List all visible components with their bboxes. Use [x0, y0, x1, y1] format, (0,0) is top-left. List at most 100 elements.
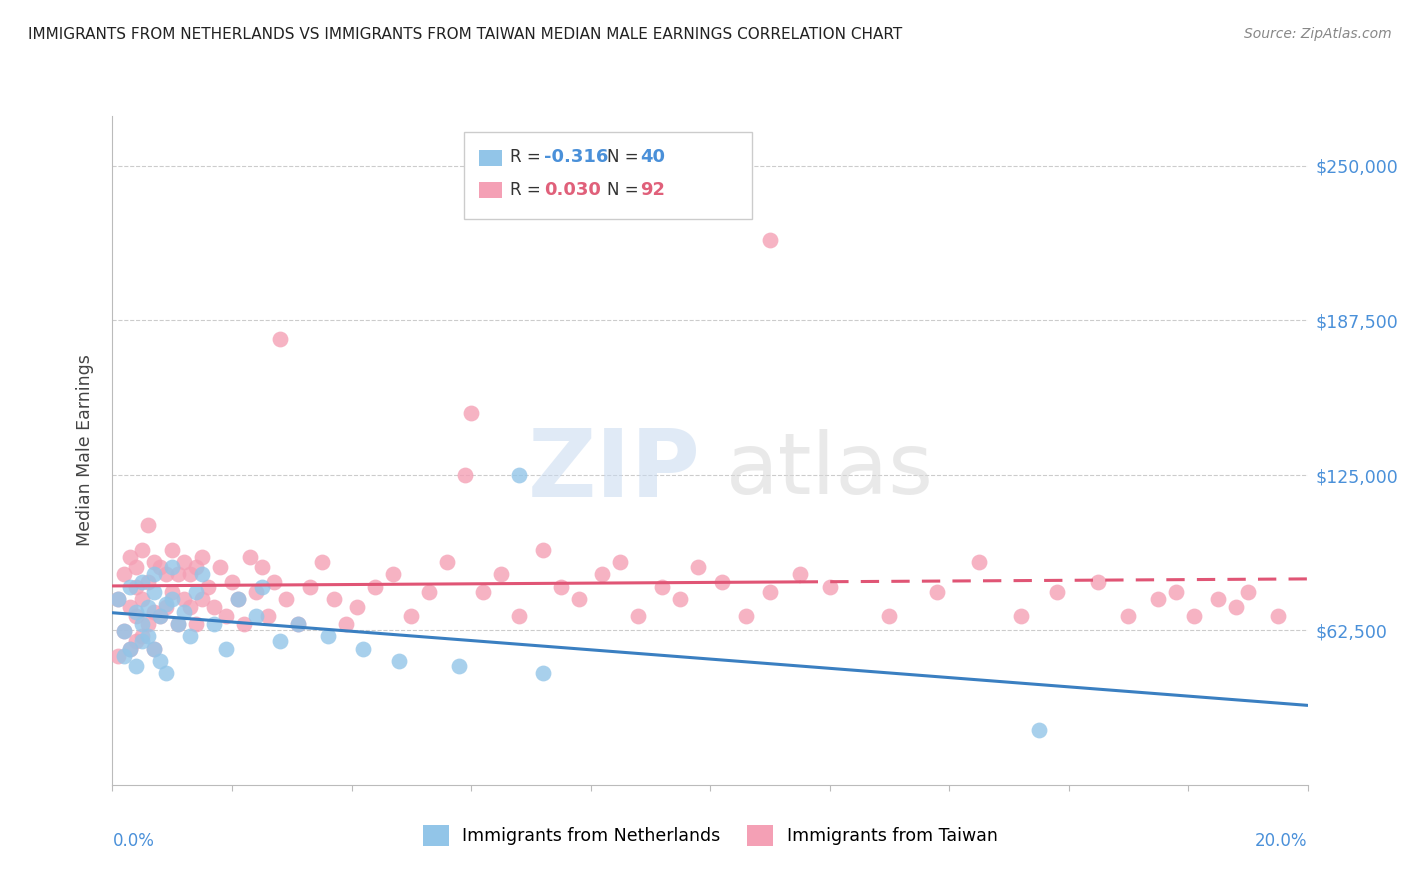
Point	[1206, 592, 1229, 607]
Point	[191, 592, 214, 607]
Point	[1028, 723, 1050, 738]
Point	[167, 567, 190, 582]
Point	[162, 560, 183, 574]
Point	[322, 592, 344, 607]
Point	[789, 567, 811, 582]
Point	[155, 597, 177, 611]
Point	[208, 560, 231, 574]
Point	[125, 580, 148, 594]
Point	[311, 555, 333, 569]
Point	[627, 609, 650, 624]
Point	[138, 616, 160, 631]
Point	[550, 580, 572, 594]
Text: 0.0%: 0.0%	[112, 831, 155, 850]
Point	[107, 592, 129, 607]
Point	[472, 584, 495, 599]
Point	[149, 609, 172, 624]
Point	[162, 592, 183, 607]
Point	[131, 592, 153, 607]
Point	[759, 584, 782, 599]
Point	[114, 649, 135, 664]
Point	[759, 233, 782, 247]
Point	[508, 609, 530, 624]
Point	[531, 666, 554, 681]
Point	[250, 580, 273, 594]
Point	[125, 560, 148, 574]
Point	[131, 634, 153, 648]
Point	[186, 560, 208, 574]
Point	[120, 641, 142, 656]
Point	[1237, 584, 1260, 599]
Text: N =: N =	[607, 148, 644, 167]
Point	[114, 567, 135, 582]
Point	[531, 542, 554, 557]
Point	[711, 574, 734, 589]
Point	[143, 584, 166, 599]
Point	[287, 616, 309, 631]
Text: atlas: atlas	[725, 429, 934, 512]
Point	[138, 517, 160, 532]
Point	[155, 666, 177, 681]
Point	[173, 555, 195, 569]
Point	[352, 641, 374, 656]
Point	[155, 567, 177, 582]
Point	[186, 616, 208, 631]
Point	[138, 574, 160, 589]
Point	[120, 549, 142, 564]
Point	[298, 580, 321, 594]
Point	[125, 659, 148, 673]
Point	[131, 574, 153, 589]
Point	[202, 616, 225, 631]
Point	[226, 592, 249, 607]
Point	[388, 654, 411, 668]
Point	[1118, 609, 1140, 624]
Text: N =: N =	[607, 180, 644, 199]
Point	[143, 641, 166, 656]
Point	[877, 609, 901, 624]
Point	[125, 605, 148, 619]
Point	[120, 641, 142, 656]
Point	[592, 567, 614, 582]
Point	[257, 609, 280, 624]
Point	[460, 406, 482, 420]
Text: R =: R =	[510, 180, 547, 199]
Point	[114, 624, 135, 639]
Text: -0.316: -0.316	[544, 148, 609, 167]
Point	[149, 654, 172, 668]
Point	[215, 609, 238, 624]
Point	[173, 592, 195, 607]
Point	[125, 609, 148, 624]
Y-axis label: Median Male Earnings: Median Male Earnings	[76, 354, 94, 547]
Point	[120, 580, 142, 594]
Point	[131, 542, 153, 557]
Point	[143, 555, 166, 569]
Point	[735, 609, 758, 624]
Point	[1267, 609, 1289, 624]
Point	[143, 567, 166, 582]
Point	[346, 599, 368, 614]
Point	[191, 567, 214, 582]
Point	[287, 616, 309, 631]
Point	[269, 332, 291, 346]
Point	[232, 616, 256, 631]
Point	[221, 574, 243, 589]
Text: 20.0%: 20.0%	[1256, 831, 1308, 850]
Text: IMMIGRANTS FROM NETHERLANDS VS IMMIGRANTS FROM TAIWAN MEDIAN MALE EARNINGS CORRE: IMMIGRANTS FROM NETHERLANDS VS IMMIGRANT…	[28, 27, 903, 42]
Point	[1225, 599, 1247, 614]
Point	[1010, 609, 1032, 624]
Point	[489, 567, 512, 582]
Point	[364, 580, 387, 594]
Point	[239, 549, 262, 564]
Point	[245, 609, 267, 624]
Point	[274, 592, 297, 607]
Point	[447, 659, 470, 673]
Point	[114, 624, 135, 639]
Point	[567, 592, 591, 607]
Point	[508, 468, 530, 483]
Point	[967, 555, 990, 569]
Point	[215, 641, 238, 656]
Text: Source: ZipAtlas.com: Source: ZipAtlas.com	[1244, 27, 1392, 41]
Point	[155, 599, 177, 614]
Legend: Immigrants from Netherlands, Immigrants from Taiwan: Immigrants from Netherlands, Immigrants …	[416, 818, 1004, 854]
Point	[179, 567, 201, 582]
